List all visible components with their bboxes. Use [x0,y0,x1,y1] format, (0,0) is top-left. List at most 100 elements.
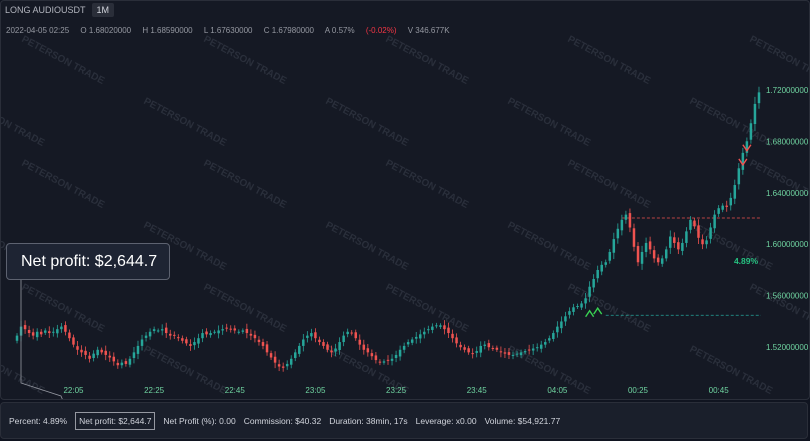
amplitude-value: A 0.57% [324,26,355,35]
x-tick-label: 00:45 [709,386,730,395]
candle-body [189,344,192,346]
price-chart[interactable]: PETERSON TRADE PETERSON TRADE PETERSON TRA… [1,1,809,399]
candle-body [548,338,551,341]
candle-body [523,351,527,353]
candle-body [717,208,720,214]
candle-body [423,331,426,335]
candle-body [531,348,535,351]
candle-body [294,352,297,359]
low-value: L 1.67630000 [203,26,253,35]
candle-body [76,346,79,350]
candle-body [326,344,329,350]
candle-body [451,333,454,339]
candle-body [620,219,624,231]
candle-body [410,339,414,343]
candle-body [72,337,75,345]
candle-body [681,242,684,251]
candle-body [289,358,293,365]
candle-body [362,344,366,350]
candle-body [269,353,273,358]
candle-body [664,249,668,259]
candle-body [580,303,583,308]
candle-body [527,349,531,351]
candle-body [604,262,608,265]
exit-marker [738,158,748,167]
watermark-text: PETERSON TRADE [202,158,289,211]
candle-body [354,332,357,339]
watermark-text: PETERSON TRADE [384,158,471,211]
candle-body [366,348,370,353]
timeframe-button[interactable]: 1M [91,3,115,17]
candle-body [221,329,224,331]
candle-body [213,331,216,333]
y-tick-label: 1.72000000 [766,86,809,95]
candle-body [515,353,519,355]
candle-body [439,325,442,327]
entry-marker [593,306,603,315]
candle-body [463,347,466,350]
candle-body [701,239,704,245]
candle-body [499,351,503,353]
watermark-text: PETERSON TRADE [384,282,471,335]
candle-body [721,205,724,210]
candle-body [108,355,112,358]
candle-body [402,345,406,350]
candle-body [588,286,591,297]
candle-body [705,240,708,245]
watermark-text: PETERSON TRADE [688,344,775,397]
stat-net-profit: Net profit: $2,644.7 [75,411,156,430]
trade-stats-bar: Percent: 4.89% Net profit: $2,644.7 Net … [0,402,808,439]
candle-body [382,361,386,363]
candle-body [92,353,95,359]
x-tick-label: 00:25 [628,386,649,395]
candle-body [564,316,567,322]
candle-body [225,327,228,329]
candle-body [741,152,745,170]
candle-body [539,344,543,349]
candle-body [241,330,245,332]
candle-body [302,339,305,346]
candle-body [556,326,559,333]
stat-net-profit-pct: Net Profit (%): 0.00 [163,415,236,426]
candle-body [201,333,204,339]
candle-body [128,358,132,365]
callout-connector [20,280,63,399]
candle-body [374,355,378,361]
candle-body [378,361,382,363]
candle-body [257,339,261,343]
watermark-text: PETERSON TRADE [202,282,289,335]
watermark-text: PETERSON TRADE [566,282,653,335]
watermark-text: PETERSON TRADE [566,158,653,211]
exit-marker [742,144,752,152]
candle-body [322,342,325,346]
watermark-text: PETERSON TRADE [688,220,775,273]
title-bar: LONG AUDIOUSDT 1M [5,2,115,18]
candle-body [535,347,539,349]
candle-body [386,359,390,361]
candle-body [544,342,547,345]
candle-body [116,362,120,366]
candle-body [443,325,446,330]
watermark-text: PETERSON TRADE [324,220,411,273]
candle-body [229,328,232,330]
candle-body [572,307,575,312]
candle-body [160,329,164,331]
candle-body [503,352,507,354]
candle-body [23,325,27,330]
ohlc-legend: 2022-04-05 02:25 O 1.68020000 H 1.685900… [6,26,459,35]
candle-body [48,331,51,334]
candle-body [31,332,35,336]
candle-body [656,257,660,263]
candle-body [568,311,571,315]
watermark-text: PETERSON TRADE [748,34,809,87]
candle-body [346,331,349,335]
candle-body [112,356,116,362]
candle-body [632,228,636,247]
candle-body [660,258,664,264]
watermark-text: PETERSON TRADE [506,96,593,149]
candle-body [310,333,313,337]
candle-body [475,351,478,353]
candle-body [636,246,640,263]
candle-body [652,250,656,259]
net-profit-callout-text: Net profit: $2,644.7 [21,252,158,270]
